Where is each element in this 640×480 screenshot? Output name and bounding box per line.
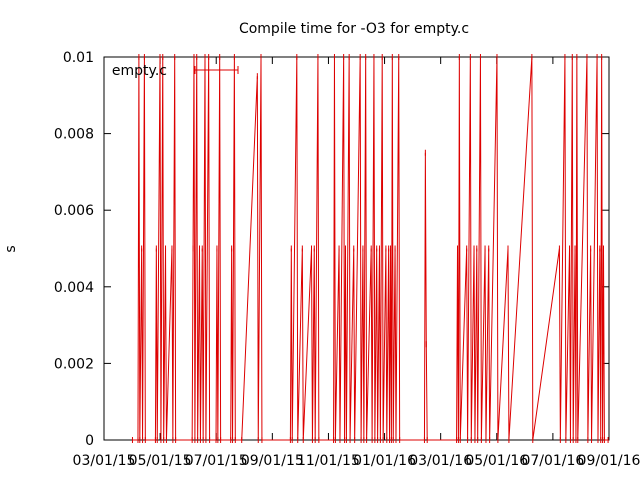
y-tick-label: 0.01 — [63, 50, 94, 66]
legend: empty.c — [112, 63, 239, 79]
x-axis: 03/01/1505/01/1507/01/1509/01/1511/01/15… — [73, 57, 640, 469]
x-tick-label: 11/01/15 — [297, 453, 360, 469]
x-tick-label: 07/01/16 — [521, 453, 584, 469]
y-axis-label: s — [3, 245, 19, 252]
x-tick-label: 03/01/15 — [73, 453, 136, 469]
x-tick-label: 03/01/16 — [409, 453, 472, 469]
x-tick-label: 09/01/16 — [578, 453, 640, 469]
x-tick-label: 05/01/16 — [465, 453, 528, 469]
legend-label-empty-c: empty.c — [112, 63, 167, 79]
series-line-empty-c — [132, 56, 609, 441]
y-axis: 0 0.002 0.004 0.006 0.008 0.01 — [54, 50, 609, 449]
chart-title: Compile time for -O3 for empty.c — [239, 21, 469, 37]
x-tick-label: 07/01/15 — [185, 453, 248, 469]
x-tick-label: 05/01/15 — [129, 453, 192, 469]
x-tick-label: 09/01/15 — [241, 453, 304, 469]
series-layer — [131, 54, 609, 443]
y-tick-label: 0 — [85, 433, 94, 449]
y-tick-label: 0.008 — [54, 127, 94, 143]
y-tick-label: 0.002 — [54, 356, 94, 372]
plot-frame — [103, 56, 610, 441]
y-tick-label: 0.004 — [54, 280, 94, 296]
x-tick-label: 01/01/16 — [353, 453, 416, 469]
y-tick-label: 0.006 — [54, 203, 94, 219]
